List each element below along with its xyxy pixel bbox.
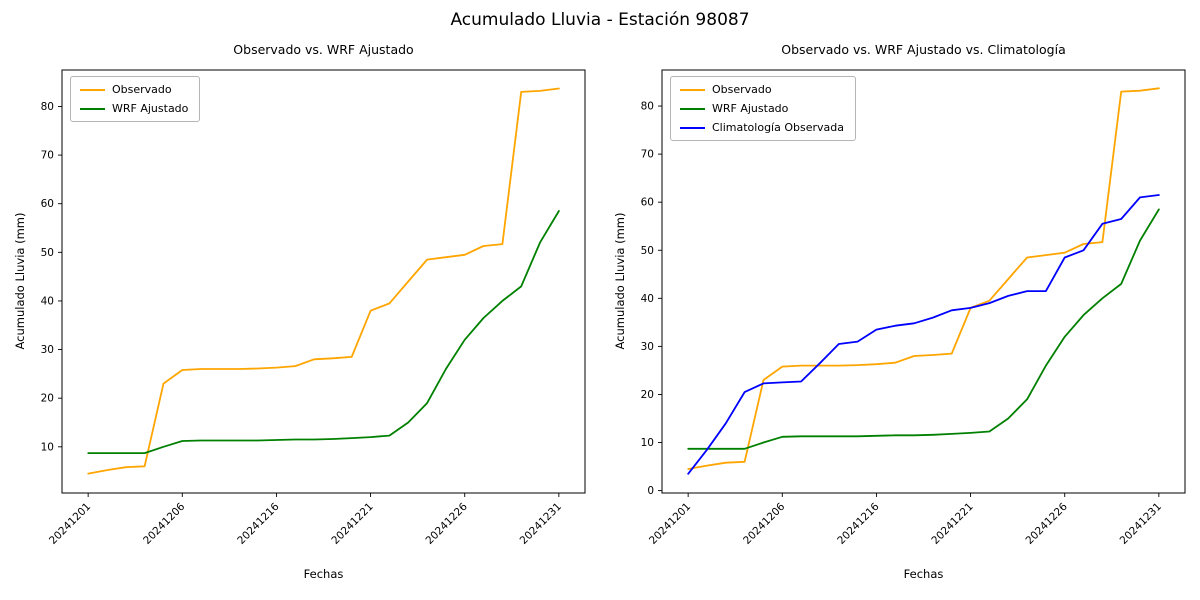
x-tick-label: 20241201 [47, 501, 93, 547]
legend-item-climatolog-a-observada: Climatología Observada [680, 121, 844, 134]
x-tick-label: 20241231 [1118, 501, 1164, 547]
y-tick-label: 40 [41, 295, 54, 307]
x-tick-label: 20241226 [1024, 500, 1071, 547]
series-line-observado [87, 87, 560, 475]
y-tick-label: 50 [641, 245, 654, 257]
y-tick-label: 60 [641, 197, 654, 209]
legend-label: WRF Ajustado [112, 102, 189, 115]
y-tick-label: 30 [641, 341, 654, 353]
legend-item-wrf-ajustado: WRF Ajustado [680, 102, 844, 115]
x-tick-label: 20241231 [518, 501, 564, 547]
x-axis-label: Fechas [303, 567, 344, 581]
legend-line-swatch [680, 88, 705, 91]
axes-frame [61, 69, 586, 494]
legend: Observado WRF Ajustado Climatología Observ… [670, 76, 856, 141]
x-tick-label: 20241226 [424, 500, 471, 547]
subplot-title: Observado vs. WRF Ajustado vs. Climatolo… [781, 42, 1066, 57]
y-tick-label: 70 [41, 150, 54, 162]
series-line-wrf-ajustado [87, 210, 560, 455]
plot-area-left: 10 20 30 40 50 60 70 80 20241201 20241206 20241216… [41, 69, 586, 547]
x-axis-label: Fechas [903, 567, 944, 581]
legend-line-swatch [80, 88, 105, 91]
legend-item-wrf-ajustado: WRF Ajustado [80, 102, 188, 115]
x-tick-label: 20241206 [141, 500, 188, 547]
y-tick-label: 10 [41, 441, 54, 453]
legend-label: Observado [112, 83, 172, 96]
x-tick-label: 20241201 [647, 501, 693, 547]
x-tick-label: 20241221 [929, 501, 975, 547]
y-tick-label: 20 [41, 393, 54, 405]
legend-label: WRF Ajustado [712, 102, 789, 115]
series-line-wrf-ajustado [687, 208, 1160, 450]
y-tick-label: 0 [647, 485, 654, 497]
y-tick-label: 60 [41, 198, 54, 210]
legend-line-swatch [80, 107, 105, 110]
x-tick-label: 20241206 [741, 500, 788, 547]
legend-item-observado: Observado [680, 83, 844, 96]
plot-area-right: 0 10 20 30 40 50 60 70 80 20241201 20241206 2024121… [641, 69, 1186, 547]
x-tick-label: 20241221 [329, 501, 375, 547]
subplot-title: Observado vs. WRF Ajustado [233, 42, 414, 57]
y-tick-label: 30 [41, 344, 54, 356]
subplot-left: Observado vs. WRF Ajustado Acumulado Llu… [0, 38, 600, 598]
legend-item-observado: Observado [80, 83, 188, 96]
y-tick-label: 80 [641, 101, 654, 113]
x-tick-label: 20241216 [235, 500, 282, 547]
subplot-right: Observado vs. WRF Ajustado vs. Climatolo… [600, 38, 1200, 598]
y-tick-label: 40 [641, 293, 654, 305]
y-tick-label: 20 [641, 389, 654, 401]
legend-line-swatch [680, 107, 705, 110]
legend-line-swatch [680, 126, 705, 129]
x-tick-label: 20241216 [835, 500, 882, 547]
axes-frame [661, 69, 1186, 494]
y-tick-label: 80 [41, 101, 54, 113]
legend-label: Observado [712, 83, 772, 96]
y-tick-label: 50 [41, 247, 54, 259]
legend: Observado WRF Ajustado [70, 76, 201, 122]
y-tick-label: 70 [641, 149, 654, 161]
y-tick-label: 10 [641, 437, 654, 449]
legend-label: Climatología Observada [712, 121, 844, 134]
figure-title: Acumulado Lluvia - Estación 98087 [450, 10, 750, 30]
series-line-observado [687, 87, 1160, 470]
series-line-climatolog-a-observada [687, 194, 1160, 475]
